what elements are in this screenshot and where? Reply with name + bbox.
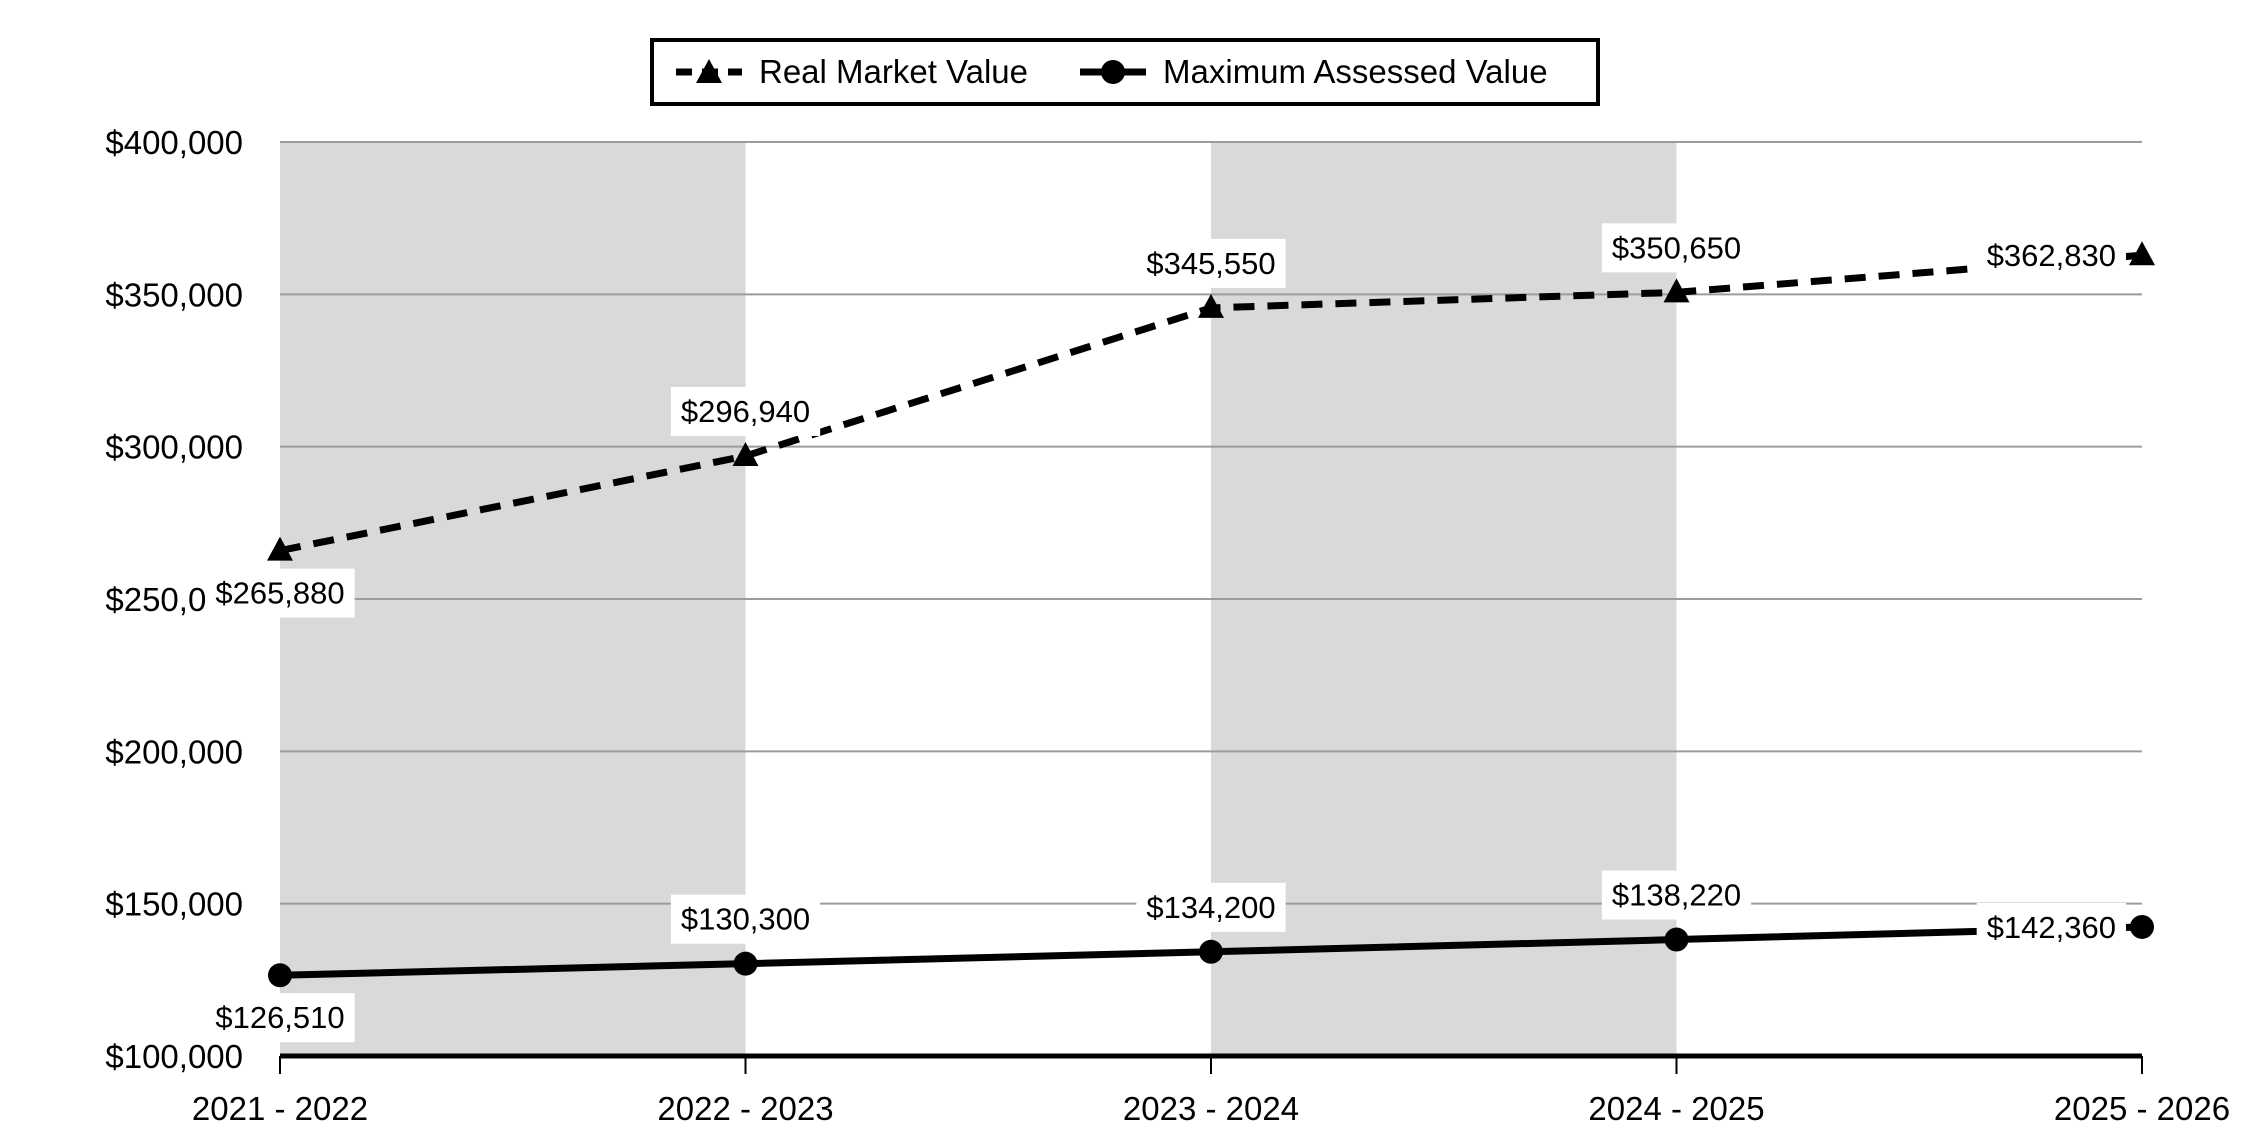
legend-label-real-market-value: Real Market Value xyxy=(759,53,1029,90)
y-axis-tick-label: $300,000 xyxy=(105,429,243,466)
data-label: $138,220 xyxy=(1612,878,1741,913)
solid-line-circle-marker-icon xyxy=(1080,60,1147,84)
data-label: $350,650 xyxy=(1612,230,1741,265)
x-axis-tick-label: 2024 - 2025 xyxy=(1588,1090,1764,1127)
data-label-background xyxy=(1601,870,1752,920)
legend-item-real-market-value: Real Market Value xyxy=(676,53,1028,91)
y-axis-tick-label: $350,000 xyxy=(105,276,243,313)
data-label-background xyxy=(205,568,355,618)
x-axis-tick-label: 2025 - 2026 xyxy=(2054,1090,2230,1127)
data-label: $345,550 xyxy=(1146,246,1275,281)
data-label-background xyxy=(205,993,355,1043)
x-axis-tick-label: 2022 - 2023 xyxy=(657,1090,833,1127)
data-label: $134,200 xyxy=(1146,890,1275,925)
x-axis-tick-label: 2021 - 2022 xyxy=(192,1090,368,1127)
circle-marker xyxy=(1664,927,1689,952)
circle-marker xyxy=(1199,939,1223,964)
legend: Real Market Value Maximum Assessed Value xyxy=(650,38,1600,106)
legend-item-maximum-assessed-value: Maximum Assessed Value xyxy=(1080,53,1548,91)
triangle-marker xyxy=(267,536,293,561)
triangle-marker xyxy=(2129,241,2155,266)
triangle-marker xyxy=(1663,278,1690,303)
circle-marker xyxy=(2130,914,2154,939)
x-axis-tick-label: 2023 - 2024 xyxy=(1123,1090,1299,1127)
triangle-marker xyxy=(1198,293,1224,318)
data-label: $296,940 xyxy=(681,394,810,429)
data-label-background xyxy=(670,894,821,944)
y-axis-tick-label: $100,000 xyxy=(105,1038,243,1075)
data-label: $126,510 xyxy=(215,1000,344,1035)
y-axis-tick-label: $200,000 xyxy=(105,733,243,770)
circle-marker xyxy=(733,951,758,976)
y-axis-tick-label: $150,000 xyxy=(105,886,243,923)
data-label: $142,360 xyxy=(1987,910,2116,945)
data-label: $130,300 xyxy=(681,902,810,937)
data-label: $362,830 xyxy=(1987,238,2116,273)
data-label-background xyxy=(1601,223,1752,273)
triangle-marker xyxy=(732,441,759,466)
data-label-background xyxy=(670,386,821,436)
data-label-background xyxy=(1976,902,2126,952)
data-label-background xyxy=(1976,231,2126,281)
dashed-line-triangle-marker-icon xyxy=(676,59,742,83)
data-label-background xyxy=(1136,882,1286,932)
data-label-background xyxy=(1136,238,1286,288)
circle-marker xyxy=(268,963,292,988)
y-axis-tick-label: $400,000 xyxy=(105,124,243,161)
data-label: $265,880 xyxy=(215,576,344,611)
legend-label-maximum-assessed-value: Maximum Assessed Value xyxy=(1163,53,1548,90)
